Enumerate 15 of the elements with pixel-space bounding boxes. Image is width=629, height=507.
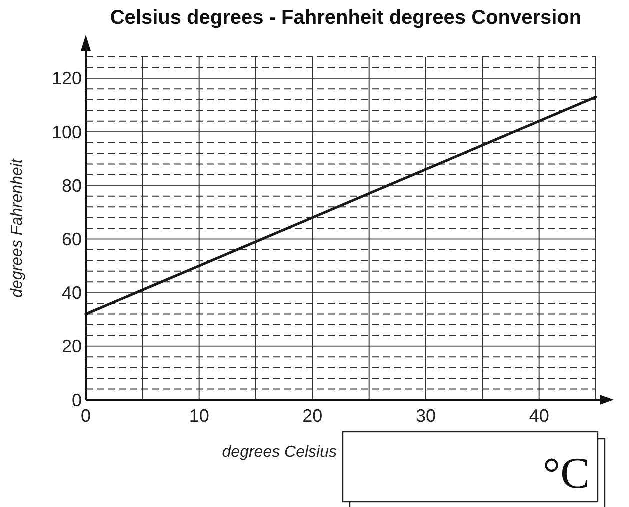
y-tick-label: 0 xyxy=(72,390,82,410)
x-tick-label: 30 xyxy=(416,406,436,426)
y-tick-label: 100 xyxy=(52,122,82,142)
y-axis-title: degrees Fahrenheit xyxy=(9,158,26,298)
x-tick-label: 40 xyxy=(529,406,550,426)
y-tick-label: 80 xyxy=(62,176,82,196)
x-tick-label: 10 xyxy=(189,406,210,426)
chart-title: Celsius degrees - Fahrenheit degrees Conversion xyxy=(110,7,582,29)
text: °C xyxy=(543,449,590,498)
y-tick-label: 40 xyxy=(62,283,82,304)
x-tick-label: 20 xyxy=(302,406,323,426)
y-tick-label: 120 xyxy=(52,68,82,89)
y-tick-label: 60 xyxy=(62,230,82,250)
y-tick-label: 20 xyxy=(62,336,82,357)
x-axis-title: degrees Celsius xyxy=(222,444,337,461)
